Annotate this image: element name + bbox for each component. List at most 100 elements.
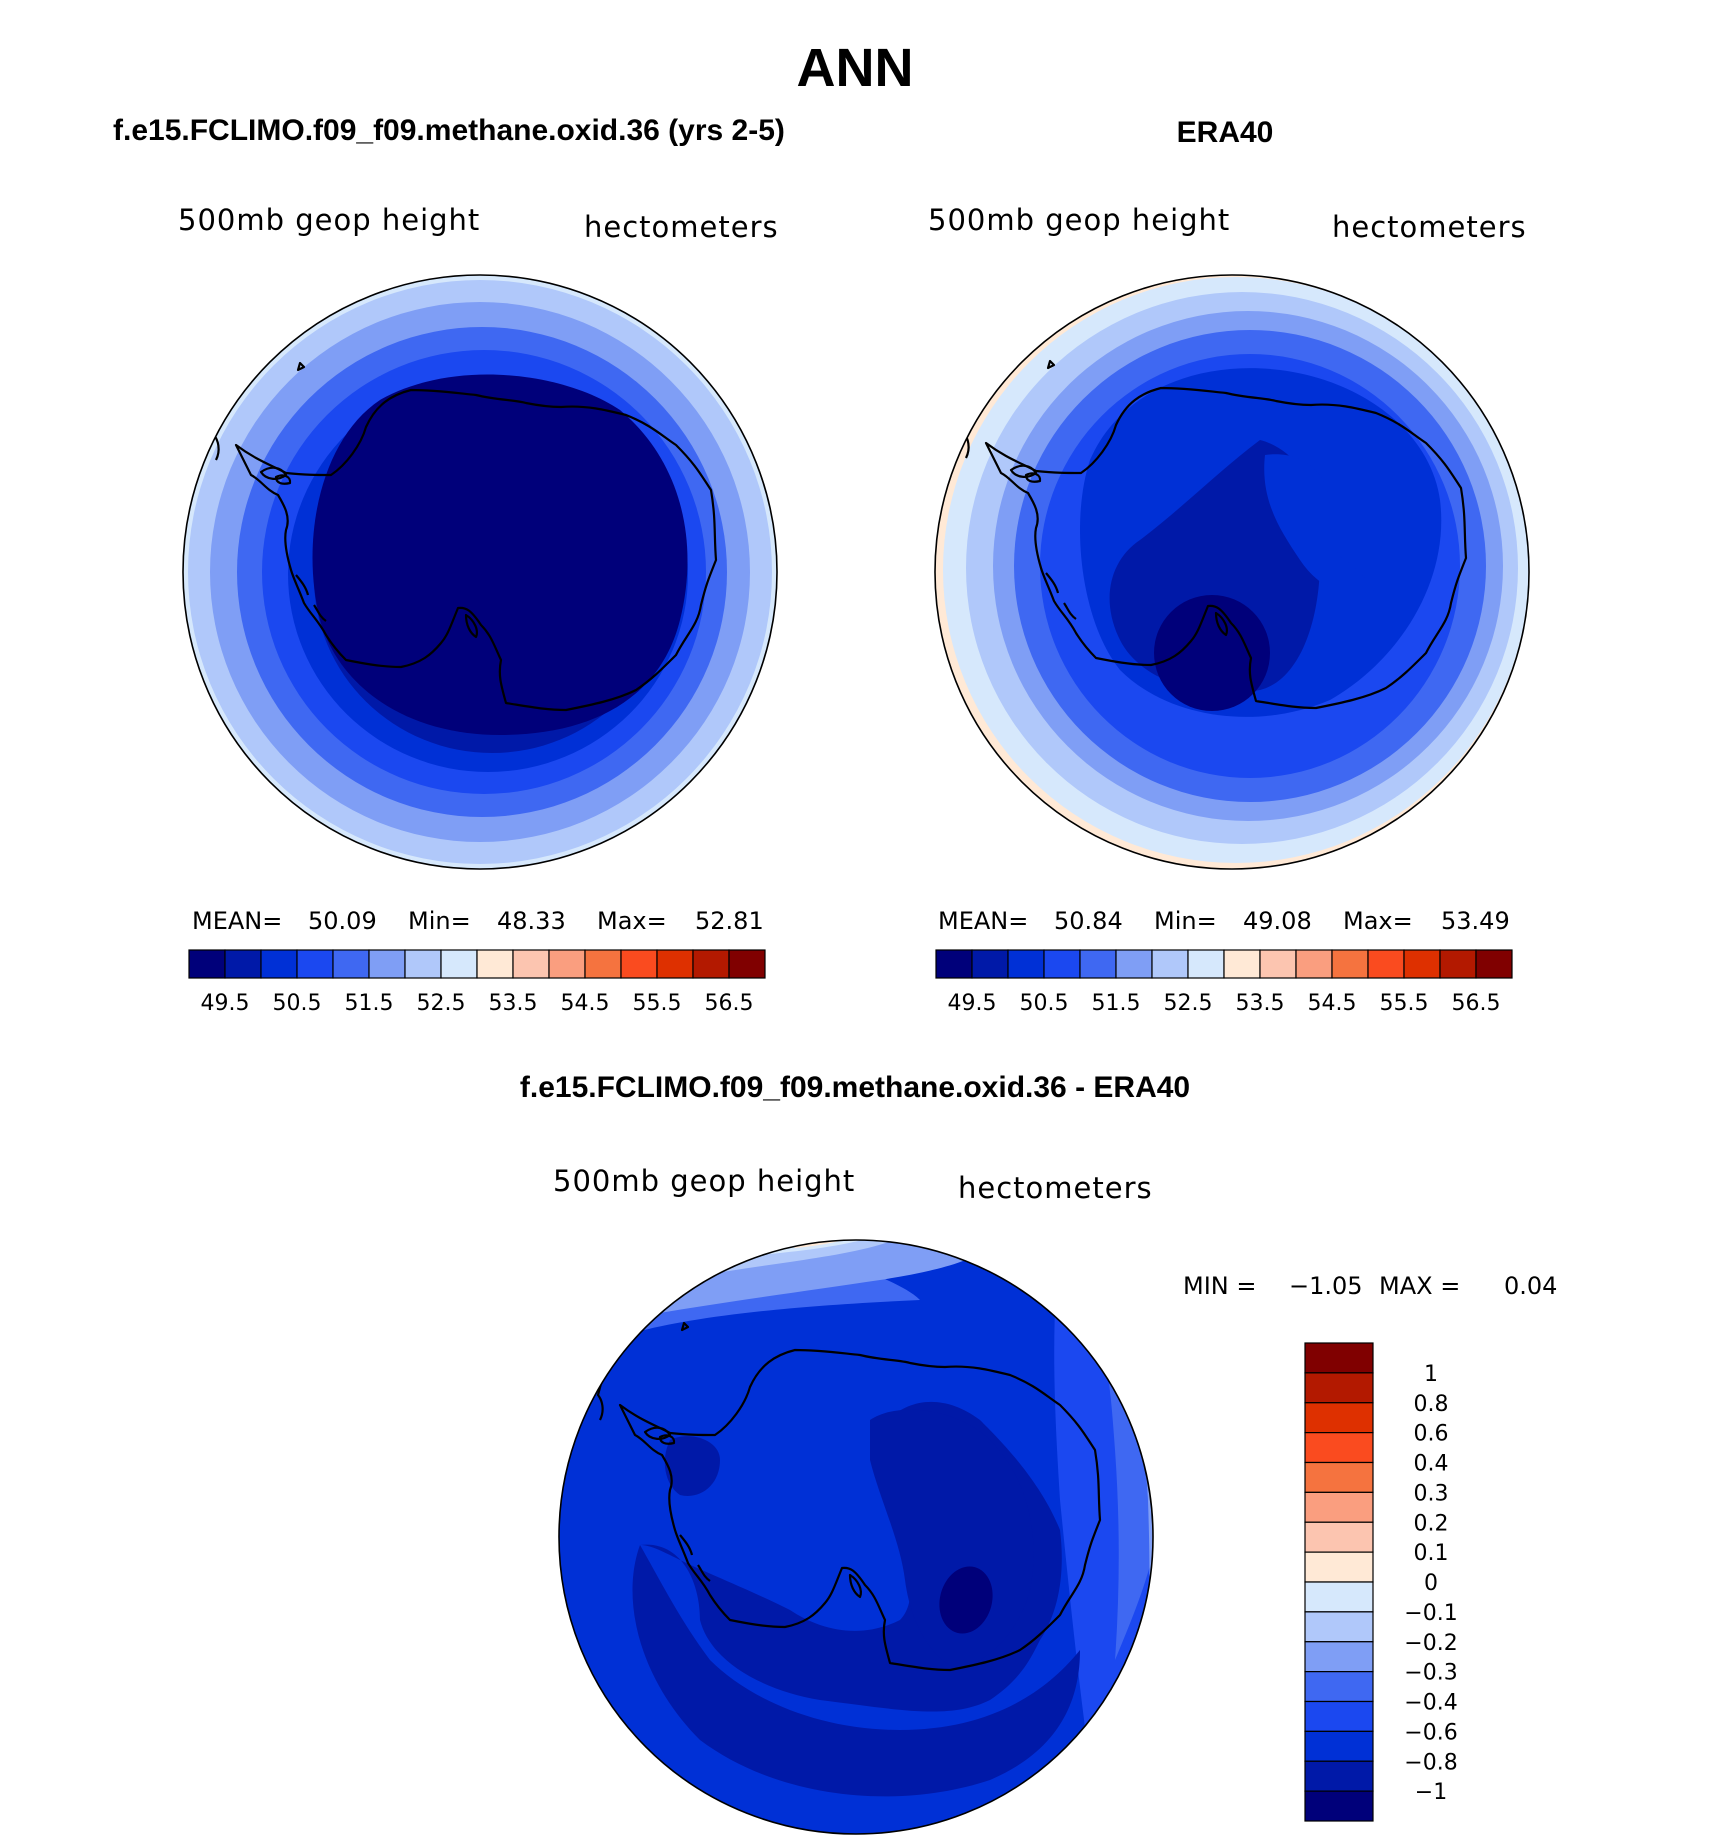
panel-obs-colorbar-box [1151,949,1189,979]
panel-model-colorbar-tick-label: 55.5 [633,991,682,1016]
panel-obs-map-border [934,274,1530,870]
panel-obs-variable-label: 500mb geop height [928,203,1230,237]
panel-difference: f.e15.FCLIMO.f09_f09.methane.oxid.36 - E… [520,1071,1557,1835]
panel-obs-colorbar-box [971,949,1009,979]
panel-difference-min-value: −1.05 [1289,1272,1363,1300]
panel-model-colorbar-box [548,949,586,979]
panel-model-stats: MEAN= 50.09 Min= 48.33 Max= 52.81 [192,907,764,935]
panel-obs-colorbar-box [1259,949,1297,979]
panel-obs-colorbar-tick-label: 54.5 [1308,991,1357,1016]
panel-difference-colorbar-tick-label: 1 [1424,1362,1438,1387]
panel-model-colorbar-box [692,949,730,979]
panel-difference-colorbar-tick-label: 0.2 [1414,1511,1449,1536]
panel-model-colorbar-tick-label: 49.5 [201,991,250,1016]
panel-model-colorbar-box [332,949,370,979]
panel-model-colorbar-tick-label: 50.5 [273,991,322,1016]
panel-difference-colorbar-tick-label: −0.1 [1404,1601,1457,1626]
panel-difference-colorbar-tick-label: −0.6 [1404,1720,1457,1745]
panel-obs-stats: MEAN= 50.84 Min= 49.08 Max= 53.49 [938,907,1510,935]
panel-difference-colorbar-tick-label: 0.8 [1414,1392,1449,1417]
panel-model-min-value: 48.33 [497,907,566,935]
panel-obs-max-label: Max= [1343,907,1413,935]
panel-obs-colorbar-tick-label: 51.5 [1092,991,1141,1016]
panel-obs-colorbar-box [1115,949,1153,979]
panel-model-colorbar-box [224,949,262,979]
panel-obs-colorbar-box [1439,949,1477,979]
panel-difference-colorbar-tick-label: −0.4 [1404,1691,1457,1716]
panel-model-colorbar-box [296,949,334,979]
panel-difference-colorbar-box [1304,1402,1374,1434]
panel-model-map [183,275,777,869]
panel-model: f.e15.FCLIMO.f09_f09.methane.oxid.36 (yr… [113,114,785,1016]
panel-model-max-value: 52.81 [695,907,764,935]
panel-difference-colorbar-box [1304,1671,1374,1703]
panel-obs-colorbar-box [1331,949,1369,979]
panel-obs-units-label: hectometers [1332,210,1527,244]
panel-model-max-label: Max= [597,907,667,935]
panel-difference-colorbar: 1 0.8 0.6 0.4 0.3 0.2 0.1 0 −0.1 −0.2 −0.3 −0.4 −0.6… [1304,1342,1458,1822]
panel-difference-colorbar-box [1304,1700,1374,1732]
panel-obs-min-value: 49.08 [1243,907,1312,935]
panel-difference-colorbar-tick-label: 0.1 [1414,1541,1449,1566]
panel-obs-colorbar-box [935,949,973,979]
panel-obs-colorbar-tick-label: 52.5 [1164,991,1213,1016]
panel-obs-colorbar-tick-label: 55.5 [1380,991,1429,1016]
panel-obs-colorbar-box [1007,949,1045,979]
panel-difference-colorbar-box [1304,1641,1374,1673]
panel-obs-colorbar-box [1403,949,1441,979]
panel-model-title: f.e15.FCLIMO.f09_f09.methane.oxid.36 (yr… [113,114,785,147]
panel-model-colorbar-box [368,949,406,979]
panel-model-mean-label: MEAN= [192,907,282,935]
panel-difference-units-label: hectometers [958,1171,1153,1205]
panel-obs-colorbar-tick-label: 50.5 [1020,991,1069,1016]
panel-obs-colorbar-box [1187,949,1225,979]
panel-obs-colorbar-box [1295,949,1333,979]
panel-model-colorbar-tick-label: 56.5 [705,991,754,1016]
panel-difference-colorbar-box [1304,1551,1374,1583]
panel-obs-colorbar-tick-label: 53.5 [1236,991,1285,1016]
panel-difference-map-border [558,1239,1154,1835]
panel-obs-colorbar-box [1367,949,1405,979]
panel-obs-mean-label: MEAN= [938,907,1028,935]
panel-difference-colorbar-box [1304,1432,1374,1464]
panel-obs-colorbar-box [1475,949,1513,979]
panel-obs-title: ERA40 [1177,116,1274,149]
panel-difference-colorbar-box [1304,1760,1374,1792]
panel-difference-colorbar-tick-label: 0.3 [1414,1481,1449,1506]
panel-difference-colorbar-box [1304,1342,1374,1374]
panel-model-colorbar-box [260,949,298,979]
panel-model-variable-label: 500mb geop height [178,203,480,237]
panel-difference-colorbar-box [1304,1611,1374,1643]
panel-obs-max-value: 53.49 [1441,907,1510,935]
panel-obs-map [935,275,1529,869]
panel-difference-title: f.e15.FCLIMO.f09_f09.methane.oxid.36 - E… [520,1071,1190,1104]
panel-obs-colorbar-box [1043,949,1081,979]
panel-difference-colorbar-tick-label: 0.6 [1414,1422,1449,1447]
panel-difference-max-label: MAX = [1379,1272,1460,1300]
panel-difference-map [559,1240,1153,1834]
panel-model-colorbar-tick-label: 52.5 [417,991,466,1016]
panel-difference-max-value: 0.04 [1504,1272,1557,1300]
panel-difference-colorbar-box [1304,1521,1374,1553]
panel-difference-colorbar-tick-label: −1 [1415,1780,1447,1805]
panel-model-colorbar-box [620,949,658,979]
panel-obs-colorbar: 49.5 50.5 51.5 52.5 53.5 54.5 55.5 56.5 [935,949,1513,1016]
panel-difference-colorbar-box [1304,1730,1374,1762]
panel-model-colorbar-box [728,949,766,979]
panel-obs: ERA40 500mb geop height hectometers MEAN… [928,116,1530,1016]
panel-model-colorbar: 49.5 50.5 51.5 52.5 53.5 54.5 55.5 56.5 [188,949,766,1016]
panel-model-min-label: Min= [408,907,471,935]
panel-model-colorbar-box [512,949,550,979]
panel-model-colorbar-box [440,949,478,979]
panel-obs-colorbar-box [1223,949,1261,979]
panel-obs-mean-value: 50.84 [1054,907,1123,935]
panel-model-colorbar-tick-label: 54.5 [561,991,610,1016]
panel-model-colorbar-box [656,949,694,979]
panel-model-colorbar-box [404,949,442,979]
panel-difference-variable-label: 500mb geop height [553,1164,855,1198]
panel-difference-colorbar-box [1304,1372,1374,1404]
panel-difference-min-label: MIN = [1183,1272,1256,1300]
panel-model-colorbar-tick-label: 51.5 [345,991,394,1016]
panel-difference-colorbar-box [1304,1491,1374,1523]
